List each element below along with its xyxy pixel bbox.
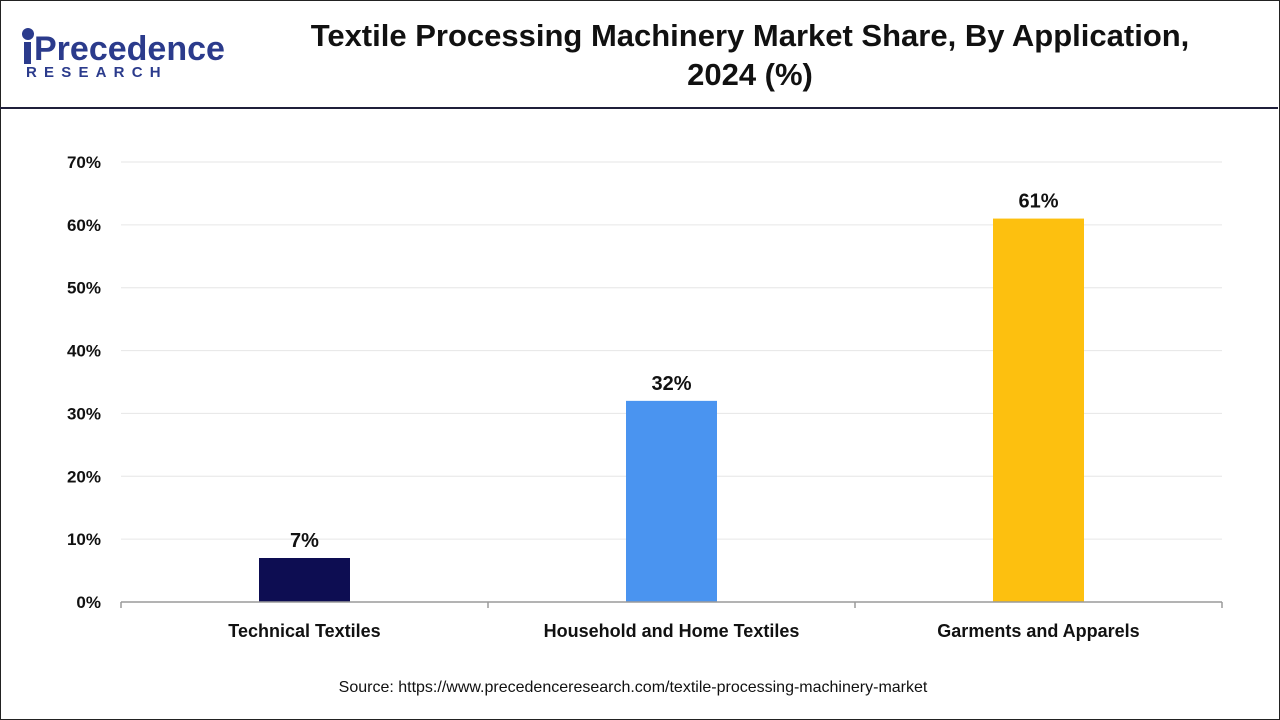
- x-tick-label: Household and Home Textiles: [544, 621, 800, 641]
- chart-title: Textile Processing Machinery Market Shar…: [250, 16, 1250, 94]
- y-tick-label: 40%: [67, 342, 101, 361]
- y-tick-label: 60%: [67, 216, 101, 235]
- logo-mark-icon: [22, 28, 34, 64]
- bar: [259, 558, 350, 602]
- bar-value-label: 61%: [1018, 191, 1058, 213]
- x-tick-label: Garments and Apparels: [937, 621, 1139, 641]
- bars: [259, 218, 1084, 603]
- y-tick-label: 70%: [67, 153, 101, 172]
- logo-wordmark: Precedence: [34, 30, 225, 68]
- bar: [626, 400, 717, 602]
- bar-chart: 0% 10% 20% 30% 40% 50% 60% 70% 7% 32% 61% Technic…: [67, 153, 1223, 641]
- chart-title-line-1: Textile Processing Machinery Market Shar…: [310, 18, 1190, 53]
- y-tick-label: 10%: [67, 530, 101, 549]
- x-axis: [120, 601, 1223, 608]
- bar-value-label: 7%: [290, 530, 319, 552]
- value-labels: 7% 32% 61%: [290, 191, 1059, 552]
- x-tick-label: Technical Textiles: [228, 621, 380, 641]
- y-tick-label: 0%: [76, 593, 101, 612]
- header: Precedence RESEARCH Textile Processing M…: [0, 0, 1278, 109]
- y-axis-tick-labels: 0% 10% 20% 30% 40% 50% 60% 70%: [67, 153, 101, 612]
- logo: Precedence RESEARCH: [20, 24, 225, 84]
- y-tick-label: 50%: [67, 279, 101, 298]
- y-tick-label: 30%: [67, 404, 101, 423]
- bar: [993, 218, 1084, 603]
- y-tick-label: 20%: [67, 467, 101, 486]
- chart-title-line-2: 2024 (%): [687, 57, 813, 92]
- bar-value-label: 32%: [651, 373, 691, 395]
- logo-subtitle: RESEARCH: [26, 64, 168, 81]
- x-axis-tick-labels: Technical Textiles Household and Home Tex…: [228, 621, 1139, 641]
- source-note: Source: https://www.precedenceresearch.c…: [338, 679, 928, 696]
